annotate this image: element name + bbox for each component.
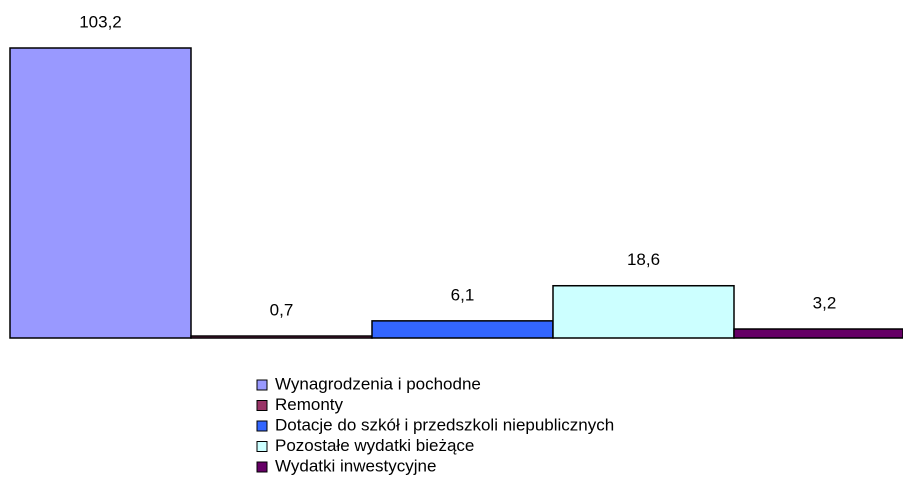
legend-swatch xyxy=(256,420,268,432)
data-label: 6,1 xyxy=(451,285,475,304)
legend-swatch xyxy=(256,461,268,473)
bar xyxy=(190,335,373,339)
data-label: 18,6 xyxy=(627,250,660,269)
legend-label: Pozostałe wydatki bieżące xyxy=(275,436,474,455)
bar xyxy=(9,47,192,339)
bar xyxy=(733,328,903,339)
bar xyxy=(552,284,735,339)
legend-swatch xyxy=(256,379,268,391)
bar xyxy=(371,320,554,339)
legend-swatch xyxy=(256,441,268,452)
data-label: 103,2 xyxy=(79,12,122,31)
legend-swatch xyxy=(256,400,268,411)
data-label: 0,7 xyxy=(270,301,294,320)
legend-label: Dotacje do szkół i przedszkoli niepublic… xyxy=(275,415,614,434)
legend-label: Remonty xyxy=(275,395,344,414)
legend-label: Wynagrodzenia i pochodne xyxy=(275,374,481,393)
legend-label: Wydatki inwestycyjne xyxy=(275,456,436,475)
data-label: 3,2 xyxy=(813,293,837,312)
